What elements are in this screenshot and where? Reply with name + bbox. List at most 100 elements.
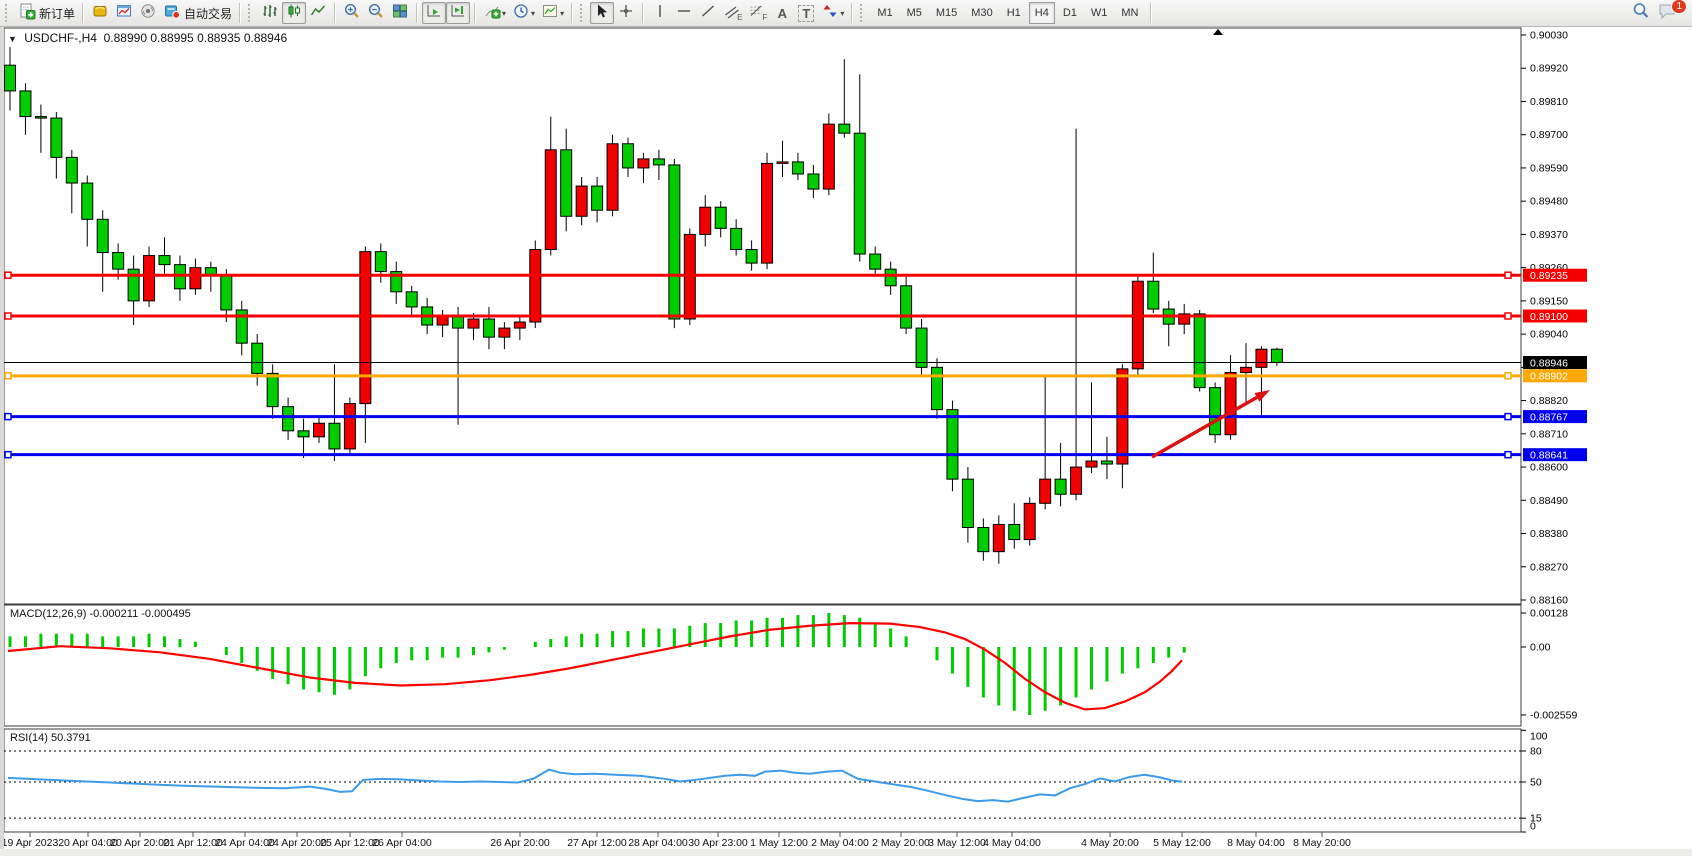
price-label-text: 0.88767 [1530, 411, 1568, 423]
cursor-tool-button[interactable] [590, 2, 615, 24]
toolbar-grip [580, 4, 587, 22]
candlestick-chart-button[interactable] [282, 2, 307, 24]
timeframe-d1[interactable]: D1 [1062, 7, 1077, 19]
timeframe-m30[interactable]: M30 [971, 7, 993, 19]
hline-handle[interactable] [4, 372, 12, 380]
templates-dropdown-caret[interactable]: ▾ [560, 8, 565, 18]
periods-dropdown-caret[interactable]: ▾ [531, 8, 536, 18]
time-axis-label: 8 May 20:00 [1293, 837, 1351, 849]
autotrade-button[interactable]: 自动交易 [160, 2, 235, 24]
timeframe-m5[interactable]: M5 [906, 7, 922, 19]
tile-windows-icon [391, 2, 409, 25]
candle-body-up [529, 249, 542, 323]
time-axis-label: 2 May 04:00 [811, 837, 869, 849]
bar-chart-button[interactable] [258, 2, 282, 24]
candle-body-down [158, 255, 171, 266]
vertical-line-tool[interactable] [648, 2, 672, 24]
search-button[interactable] [1628, 2, 1654, 24]
zoom-out-icon [367, 2, 385, 25]
horizontal-line-tool[interactable] [672, 2, 696, 24]
timeframe-h1[interactable]: H1 [1006, 7, 1021, 19]
crosshair-icon [617, 2, 635, 25]
hline-handle[interactable] [1504, 450, 1512, 459]
time-axis-label: 4 May 04:00 [983, 837, 1041, 849]
hline-handle[interactable] [1504, 412, 1512, 421]
indicators-dropdown-caret[interactable]: ▾ [502, 8, 507, 18]
candle-body-down [220, 274, 233, 311]
price-label-text: 0.89100 [1530, 311, 1568, 323]
time-axis-label: 3 May 12:00 [928, 837, 986, 849]
candle-body-up [1240, 366, 1252, 373]
fibonacci-tool[interactable]: F [745, 2, 770, 24]
price-label-box [1523, 410, 1587, 424]
chevron-down-icon[interactable]: ▼ [8, 34, 17, 44]
zoom-in-button[interactable] [340, 2, 364, 24]
price-axis-tick-label: 0.90030 [1530, 30, 1568, 42]
price-axis-tick-label: 0.89150 [1530, 295, 1568, 307]
window-bottom-edge [0, 849, 1692, 856]
timeframe-mn[interactable]: MN [1121, 7, 1139, 19]
trendline-icon [699, 2, 717, 25]
timeframe-h4[interactable]: H4 [1028, 2, 1055, 24]
hline-handle[interactable] [1504, 271, 1512, 279]
price-label-box [1523, 448, 1587, 462]
periods-button[interactable]: ▾ [509, 2, 538, 24]
text-label-tool[interactable]: T [794, 2, 818, 24]
hline-handle[interactable] [4, 450, 12, 459]
candle-body-down [838, 123, 851, 134]
arrow-annotation[interactable] [1151, 395, 1258, 459]
window-left-edge [0, 27, 4, 856]
chart-high: 0.88995 [150, 31, 194, 45]
charts-window-button[interactable] [112, 2, 136, 24]
price-label-text: 0.88641 [1530, 449, 1568, 461]
channel-tool[interactable]: E [720, 2, 745, 24]
chart-shift-button[interactable] [446, 2, 471, 24]
signal-button[interactable] [136, 2, 160, 24]
new-order-icon [18, 2, 36, 25]
price-axis-tick-label: 0.89810 [1530, 96, 1568, 108]
vertical-line-icon [651, 2, 669, 25]
timeframe-m15[interactable]: M15 [935, 7, 958, 19]
tile-windows-button[interactable] [388, 2, 412, 24]
new-order-button[interactable]: 新订单 [15, 2, 78, 24]
price-label-box [1523, 369, 1587, 383]
arrows-dropdown-caret[interactable]: ▾ [840, 8, 845, 18]
candle-body-down [668, 164, 681, 320]
hline-handle[interactable] [4, 312, 12, 320]
rsi-axis-label: 15 [1530, 813, 1542, 825]
candle-body-down [390, 271, 403, 293]
timeframe-m1[interactable]: M1 [877, 7, 893, 19]
text-tool[interactable]: A [770, 2, 794, 24]
zoom-in-icon [343, 2, 361, 25]
timeframe-buttons: M1 M5 M15 M30 H1 H4 D1 W1 MN [870, 2, 1145, 24]
notifications-button[interactable]: 1 [1654, 0, 1687, 24]
rsi-axis-label: 0 [1530, 821, 1536, 833]
candle-body-up [1070, 466, 1083, 495]
macd-axis-label: -0.002559 [1530, 709, 1577, 721]
rsi-axis-label: 50 [1530, 777, 1542, 789]
hline-handle[interactable] [4, 412, 12, 421]
indicators-button[interactable]: ▾ [480, 2, 509, 24]
hline-handle[interactable] [1504, 372, 1512, 380]
candle-body-up [822, 123, 835, 190]
crosshair-tool-button[interactable] [614, 2, 638, 24]
timeframe-w1[interactable]: W1 [1090, 7, 1108, 19]
hline-handle[interactable] [1504, 312, 1512, 320]
price-axis-tick-label: 0.88490 [1530, 495, 1568, 507]
market-watch-button[interactable] [88, 2, 112, 24]
arrow-annotation-head[interactable] [1254, 390, 1270, 402]
time-axis-label: 28 Apr 04:00 [628, 837, 688, 849]
trendline-tool[interactable] [696, 2, 720, 24]
candle-body-down [560, 149, 573, 217]
candle-body-down [915, 327, 928, 368]
arrows-tool[interactable]: ▾ [818, 2, 847, 24]
candle-body-down [50, 117, 63, 158]
hline-handle[interactable] [4, 271, 12, 279]
time-axis-label: 5 May 12:00 [1153, 837, 1211, 849]
candle-body-down [65, 156, 78, 184]
line-chart-button[interactable] [306, 2, 330, 24]
auto-scroll-button[interactable] [422, 2, 447, 24]
zoom-out-button[interactable] [364, 2, 388, 24]
templates-button[interactable]: ▾ [538, 2, 567, 24]
candle-body-down [1193, 313, 1206, 389]
